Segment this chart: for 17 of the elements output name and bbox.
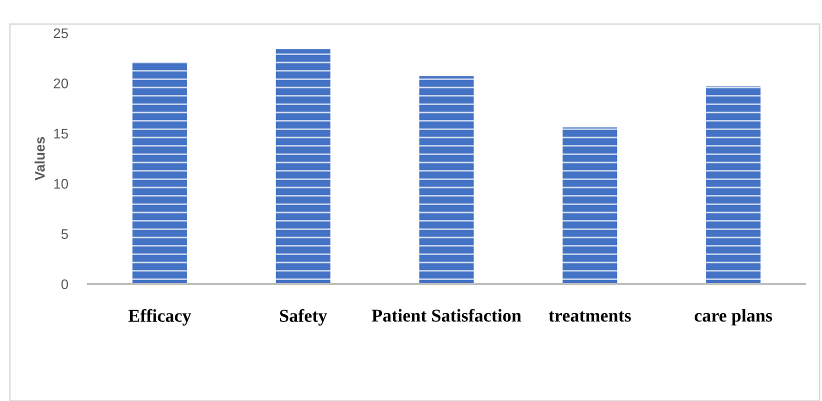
x-tick-label: Efficacy [128,309,192,326]
x-tick-label: treatments [548,311,631,322]
x-tick-label: Patient Satisfaction [372,308,522,322]
x-tick-label: Safety [280,309,327,326]
bar [276,49,330,284]
y-axis-title: Values [34,137,45,180]
y-tick-label: 20 [54,78,68,88]
x-tick-label: care plans [694,309,772,326]
bar [706,86,761,284]
bar [419,76,474,284]
bar [562,127,618,284]
y-tick-label: 10 [54,178,68,189]
y-tick-label: 5 [61,229,68,239]
y-tick-label: 15 [54,128,68,139]
y-tick-label: 0 [61,279,68,290]
y-tick-label: 25 [54,28,68,38]
bar [132,62,187,284]
